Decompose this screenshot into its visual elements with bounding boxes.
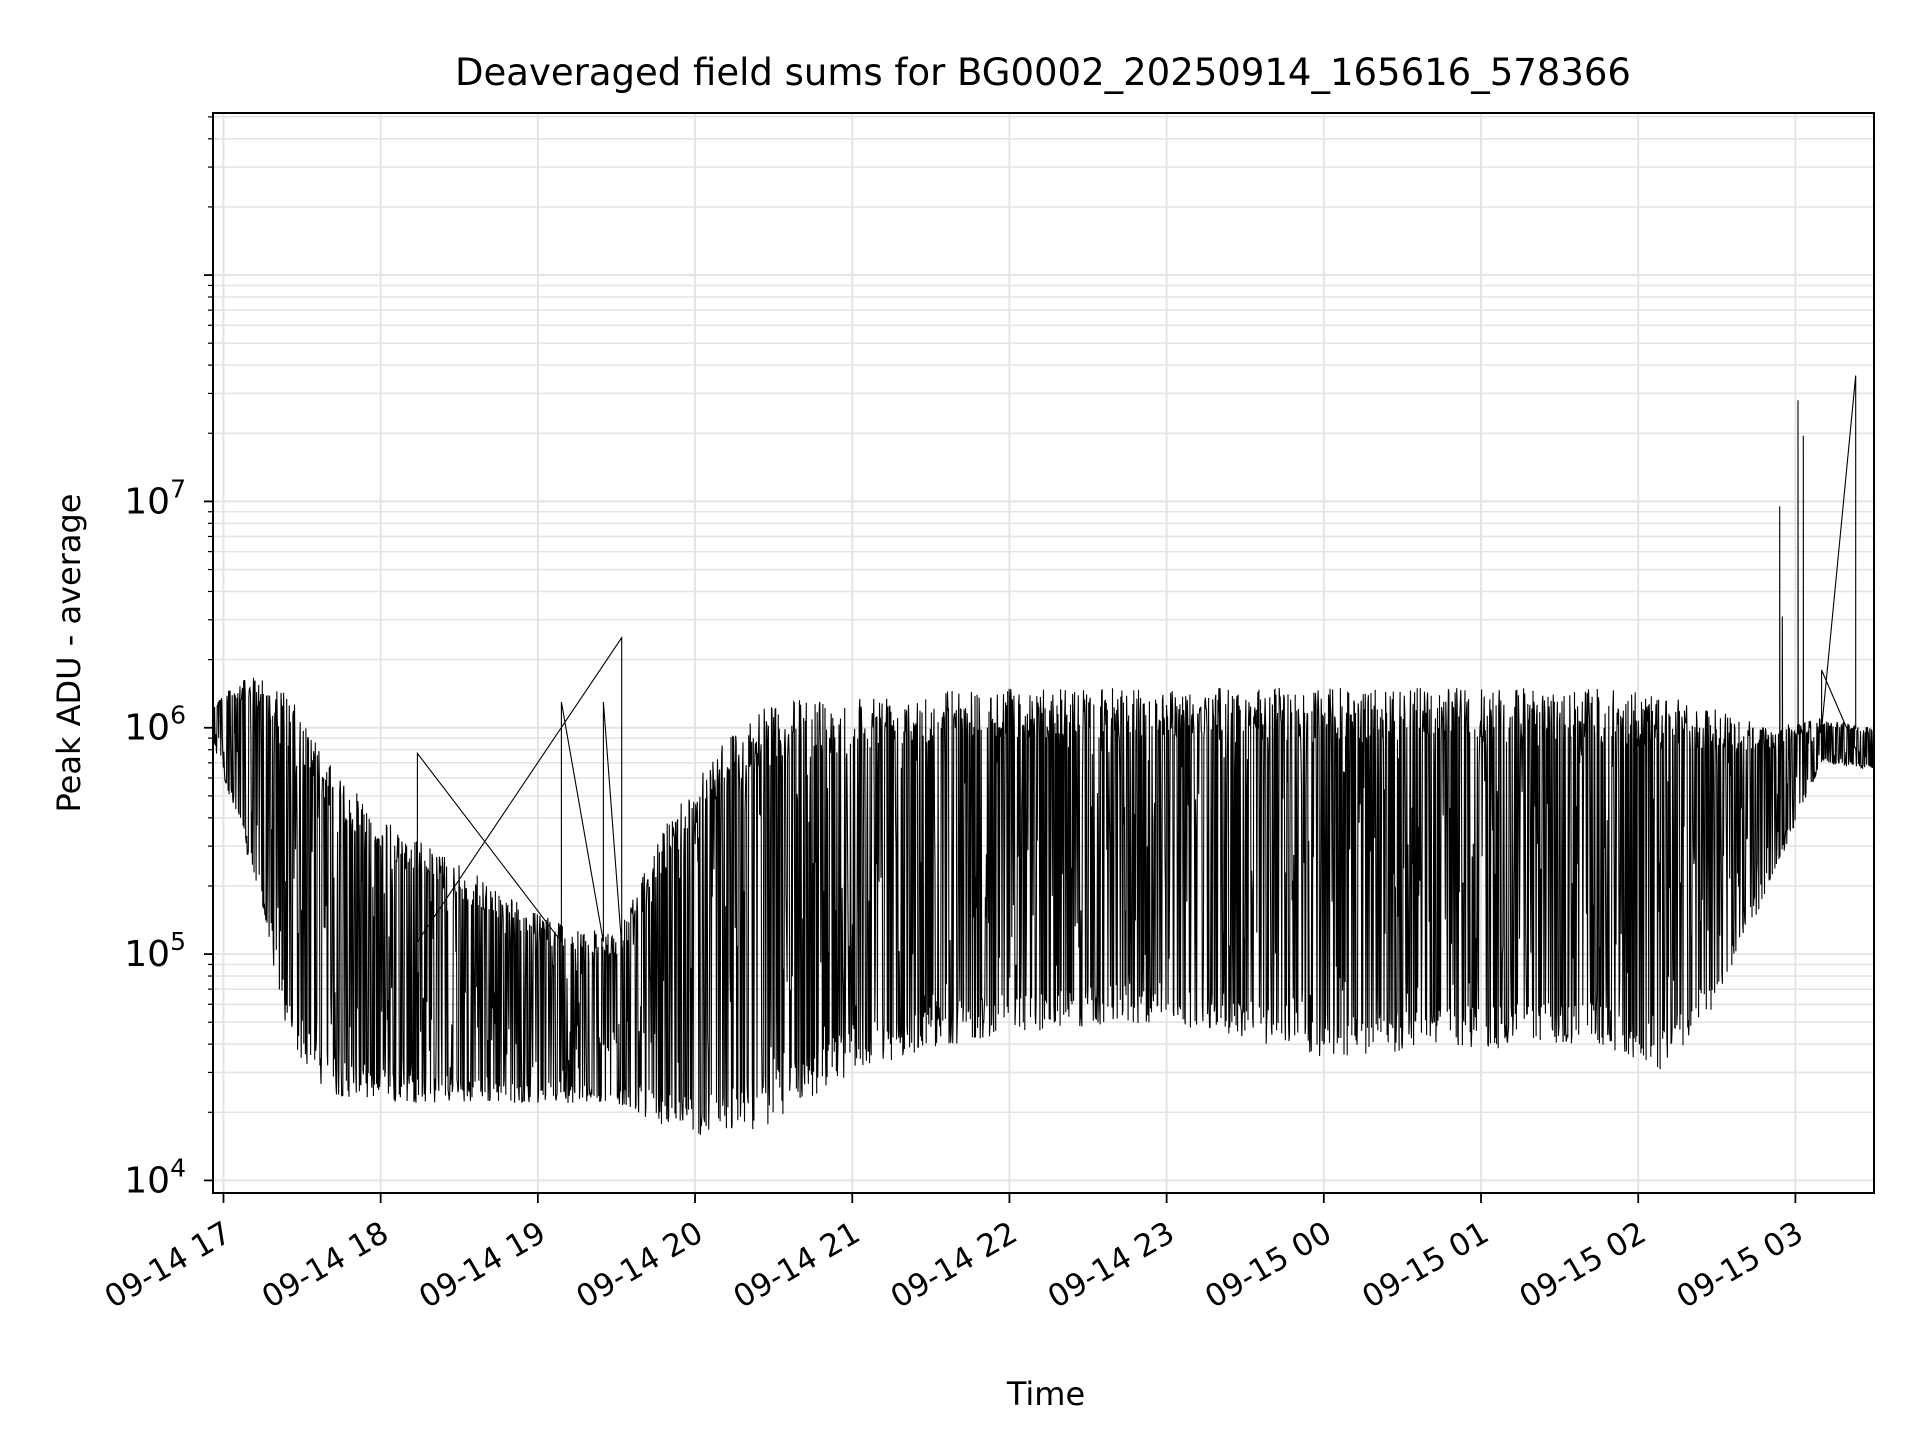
y-axis-label: Peak ADU - average — [50, 494, 88, 813]
y-tick-label: 106 — [124, 701, 186, 749]
x-tick-label: 09-15 00 — [1199, 1215, 1338, 1316]
plot-area-frame — [212, 112, 1875, 1194]
y-axis-ticks: 104 105 106 107 — [124, 116, 213, 1201]
x-tick-label: 09-15 02 — [1513, 1215, 1652, 1316]
y-tick-label: 105 — [124, 927, 186, 975]
series-line — [213, 375, 1874, 1135]
x-tick-label: 09-14 22 — [885, 1215, 1024, 1316]
x-tick-label: 09-14 18 — [256, 1215, 395, 1316]
x-tick-label: 09-14 19 — [413, 1215, 552, 1316]
x-tick-label: 09-14 21 — [728, 1215, 867, 1316]
chart-title: Deaveraged field sums for BG0002_2025091… — [455, 51, 1631, 94]
x-tick-label: 09-14 17 — [99, 1215, 238, 1316]
x-tick-label: 09-15 01 — [1356, 1215, 1495, 1316]
x-axis-ticks: 09-14 17 09-14 18 09-14 19 09-14 20 09-14 21… — [99, 1193, 1810, 1316]
x-tick-label: 09-14 20 — [570, 1215, 709, 1316]
x-tick-label: 09-15 03 — [1671, 1215, 1810, 1316]
y-tick-label: 107 — [124, 474, 186, 522]
x-tick-label: 09-14 23 — [1042, 1215, 1181, 1316]
x-axis-label: Time — [1006, 1375, 1085, 1413]
y-tick-label: 104 — [124, 1153, 186, 1201]
